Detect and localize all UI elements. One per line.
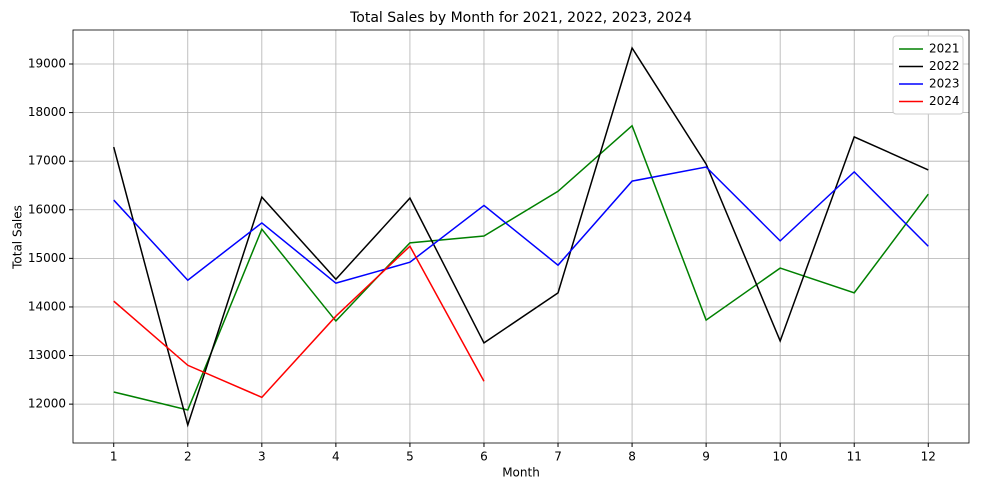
y-tick-label: 18000 — [28, 105, 66, 119]
y-axis-label: Total Sales — [11, 205, 25, 270]
y-tick-label: 12000 — [28, 397, 66, 411]
x-tick-label: 6 — [480, 450, 488, 464]
legend-label: 2023 — [929, 77, 960, 91]
x-tick-label: 7 — [554, 450, 562, 464]
legend-label: 2024 — [929, 94, 960, 108]
y-tick-label: 14000 — [28, 299, 66, 313]
x-tick-label: 2 — [184, 450, 192, 464]
x-tick-label: 1 — [110, 450, 118, 464]
chart-title: Total Sales by Month for 2021, 2022, 202… — [349, 10, 692, 26]
y-tick-label: 15000 — [28, 251, 66, 265]
legend-label: 2022 — [929, 59, 960, 73]
x-tick-label: 3 — [258, 450, 266, 464]
x-tick-label: 8 — [628, 450, 636, 464]
series-line — [113, 245, 485, 399]
x-tick-label: 12 — [921, 450, 936, 464]
x-tick-label: 9 — [702, 450, 710, 464]
x-tick-label: 10 — [773, 450, 788, 464]
series-line — [113, 46, 929, 428]
plot-frame — [72, 29, 970, 444]
y-tick-label: 19000 — [28, 57, 66, 71]
legend-box — [892, 35, 964, 115]
x-tick-label: 4 — [332, 450, 340, 464]
y-tick-label: 13000 — [28, 348, 66, 362]
x-tick-label: 11 — [847, 450, 862, 464]
y-tick-label: 16000 — [28, 202, 66, 216]
y-tick-label: 17000 — [28, 154, 66, 168]
x-tick-label: 5 — [406, 450, 414, 464]
legend-label: 2021 — [929, 42, 960, 56]
x-axis-label: Month — [502, 466, 540, 480]
series-line — [113, 166, 929, 284]
series-line — [113, 124, 929, 411]
legend: 2021 2022 2023 2024 — [892, 35, 964, 115]
